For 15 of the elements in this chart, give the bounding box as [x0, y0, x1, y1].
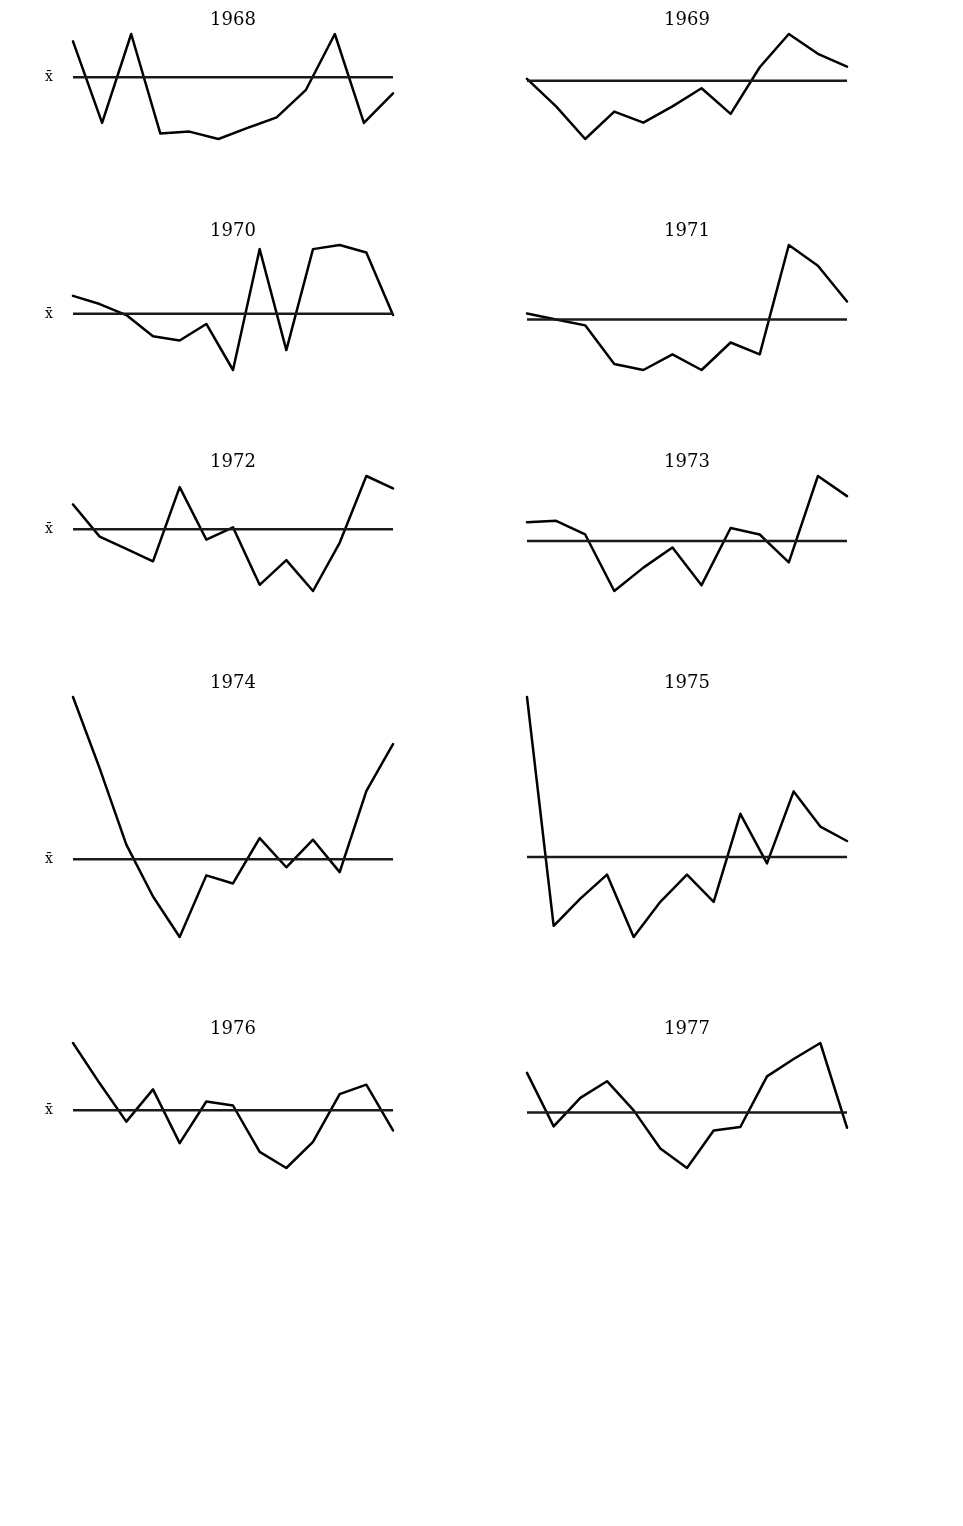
- ref-line-label: x̄: [45, 520, 54, 537]
- chart-title: 1970: [210, 218, 256, 240]
- ref-line-label: x̄: [45, 1101, 54, 1118]
- chart-title: 1972: [210, 449, 256, 471]
- chart-title: 1968: [210, 7, 256, 29]
- chart-title: 1976: [210, 1016, 256, 1038]
- ref-line-label: x̄: [45, 850, 54, 867]
- ref-line-label: x̄: [45, 68, 54, 85]
- chart-title: 1971: [664, 218, 710, 240]
- chart-title: 1977: [664, 1016, 710, 1038]
- chart-title: 1975: [664, 670, 710, 692]
- chart-title: 1969: [664, 7, 710, 29]
- chart-title: 1973: [664, 449, 710, 471]
- ref-line-label: x̄: [45, 304, 54, 321]
- chart-title: 1974: [210, 670, 256, 692]
